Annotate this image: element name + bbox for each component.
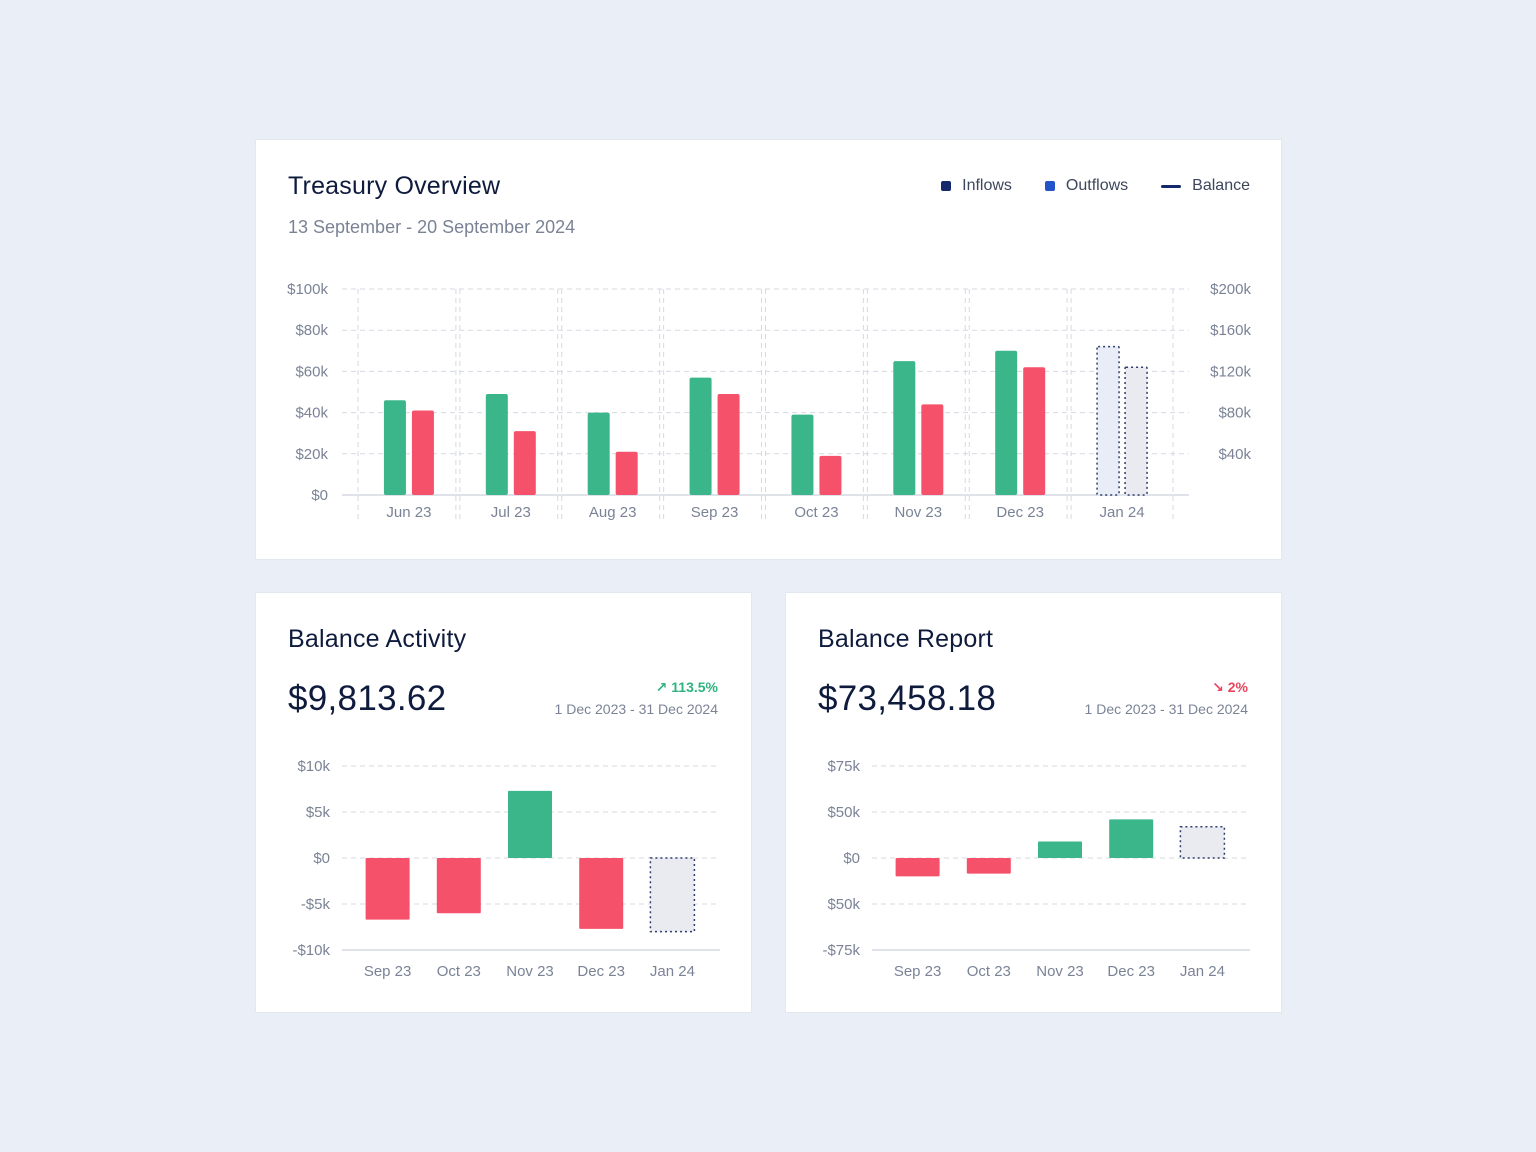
x-tick-label: Jul 23 [491, 504, 531, 521]
bar [579, 858, 624, 929]
change-indicator: ↗ 113.5% [656, 679, 718, 696]
x-tick-label: Oct 23 [967, 963, 1011, 980]
change-value: 2% [1227, 679, 1248, 695]
card-title: Balance Report [818, 625, 994, 653]
y-tick-label: $0 [311, 487, 328, 504]
arrow-up-right-icon: ↗ [655, 679, 668, 695]
y-tick-label: $60k [295, 363, 328, 380]
y-tick-label: -$10k [292, 942, 330, 959]
bar-outflows [1023, 367, 1046, 495]
x-tick-label: Aug 23 [589, 504, 637, 521]
arrow-down-right-icon: ↘ [1212, 679, 1224, 695]
balance-activity-chart: -$10k -$5k $0 $5k $10k Sep 23 Oct 23 Nov 23 Dec … [292, 758, 720, 980]
bar-outflows [921, 404, 944, 495]
bar [436, 858, 481, 914]
y-tick-label: $0 [843, 850, 860, 867]
period-range: 1 Dec 2023 - 31 Dec 2024 [554, 701, 718, 717]
balance-report-chart: -$75k $50k $0 $50k $75k Sep 23 Oct 23 Nov 23 Dec… [822, 758, 1250, 980]
bar-inflows [995, 350, 1018, 495]
treasury-bar-chart: $0 $20k $40k $60k $80k $100k $40k $80k $120k $160… [287, 281, 1251, 521]
y2-tick-label: $40k [1218, 446, 1251, 463]
y-tick-label: $0 [313, 850, 330, 867]
bar-outflows [513, 431, 536, 495]
y-tick-label: $50k [827, 804, 860, 821]
y-tick-label: $20k [295, 446, 328, 463]
x-tick-label: Jan 24 [650, 963, 695, 980]
legend-item-balance[interactable]: Balance [1161, 177, 1250, 195]
legend-label: Inflows [962, 177, 1012, 194]
projected-bar [1179, 825, 1226, 859]
balance-report-card: Balance Report $73,458.18 ↘ 2% 1 Dec 202… [785, 592, 1282, 1013]
y-tick-label: $10k [297, 758, 330, 775]
bar [966, 858, 1011, 874]
bar-inflows [383, 400, 406, 495]
bar-inflows [791, 414, 814, 495]
y2-tick-label: $80k [1218, 405, 1251, 422]
x-tick-label: Sep 23 [894, 963, 942, 980]
y-tick-label: $5k [306, 804, 331, 821]
x-tick-label: Sep 23 [364, 963, 412, 980]
legend-label: Balance [1192, 177, 1250, 194]
x-tick-label: Dec 23 [577, 963, 625, 980]
projected-bar-inflows [1096, 345, 1120, 496]
card-title: Treasury Overview [288, 172, 501, 200]
y-tick-label: -$5k [301, 896, 331, 913]
x-tick-label: Jan 24 [1180, 963, 1225, 980]
x-tick-label: Nov 23 [895, 504, 943, 521]
x-tick-label: Dec 23 [1107, 963, 1155, 980]
y-tick-label: $100k [287, 281, 328, 298]
y-tick-label: -$75k [822, 942, 860, 959]
legend-label: Outflows [1065, 177, 1129, 194]
legend-dot-icon [941, 181, 952, 191]
x-tick-label: Oct 23 [794, 504, 838, 521]
y-tick-label: $50k [827, 896, 860, 913]
legend-dot-icon [1044, 181, 1055, 191]
x-tick-label: Jan 24 [1100, 504, 1145, 521]
x-tick-label: Dec 23 [996, 504, 1044, 521]
projected-bar-outflows [1124, 366, 1148, 496]
y2-tick-label: $160k [1210, 322, 1251, 339]
bar-inflows [587, 412, 610, 495]
legend-item-outflows[interactable]: Outflows [1044, 177, 1129, 195]
period-range: 1 Dec 2023 - 31 Dec 2024 [1084, 701, 1248, 717]
x-tick-label: Jun 23 [386, 504, 431, 521]
y-tick-label: $75k [827, 758, 860, 775]
balance-amount: $9,813.62 [288, 679, 447, 718]
treasury-overview-card: Treasury Overview 13 September - 20 Sept… [255, 139, 1282, 560]
bar-outflows [819, 455, 842, 495]
y2-tick-label: $200k [1210, 281, 1251, 298]
bar [895, 858, 940, 877]
bar [1038, 841, 1082, 858]
card-title: Balance Activity [288, 625, 467, 653]
bar-outflows [717, 394, 740, 495]
legend-line-icon [1161, 184, 1182, 188]
bar [508, 790, 552, 858]
y2-tick-label: $120k [1210, 363, 1251, 380]
projected-bar [649, 857, 696, 933]
x-tick-label: Nov 23 [1036, 963, 1084, 980]
change-value: 113.5% [671, 679, 718, 695]
y-tick-label: $40k [295, 405, 328, 422]
change-indicator: ↘ 2% [1212, 679, 1248, 696]
x-tick-label: Sep 23 [691, 504, 739, 521]
x-tick-label: Oct 23 [437, 963, 481, 980]
balance-activity-card: Balance Activity $9,813.62 ↗ 113.5% 1 De… [255, 592, 752, 1013]
bar-inflows [893, 361, 916, 495]
bar-outflows [615, 451, 638, 495]
legend-item-inflows[interactable]: Inflows [941, 177, 1012, 195]
bar-outflows [411, 410, 434, 495]
balance-amount: $73,458.18 [818, 679, 997, 718]
x-tick-label: Nov 23 [506, 963, 554, 980]
date-range: 13 September - 20 September 2024 [288, 217, 576, 237]
bar-inflows [485, 394, 508, 495]
bar [1109, 819, 1154, 858]
chart-legend: Inflows Outflows Balance [941, 177, 1250, 195]
y-tick-label: $80k [295, 322, 328, 339]
bar [365, 858, 410, 920]
bar-inflows [689, 377, 712, 495]
